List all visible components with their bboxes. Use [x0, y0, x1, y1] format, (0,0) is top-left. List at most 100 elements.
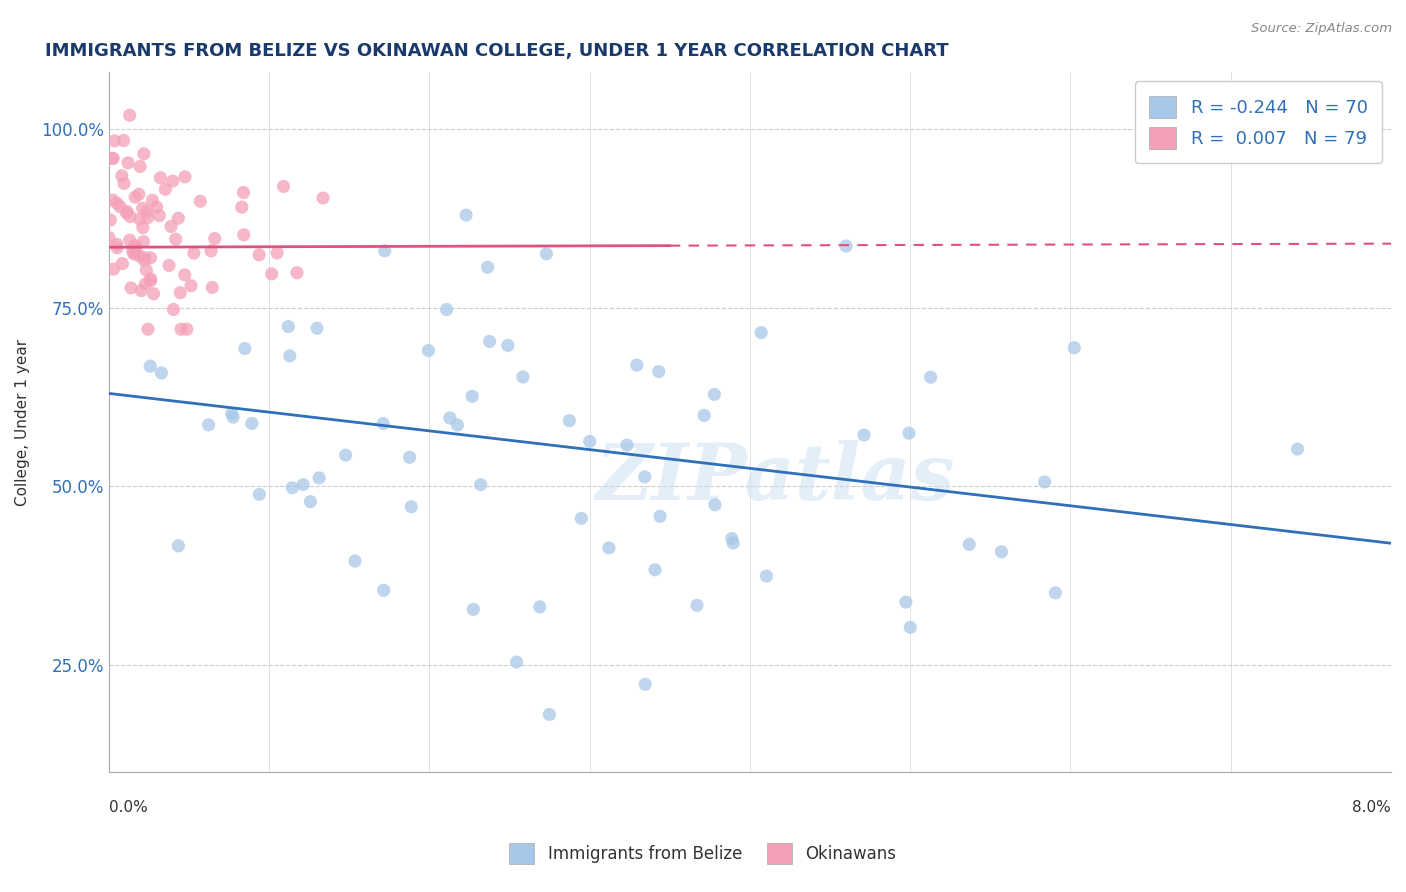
Point — [439, 411, 461, 425]
Point — [536, 247, 558, 261]
Text: 0.0%: 0.0% — [110, 800, 148, 815]
Point — [149, 170, 172, 185]
Text: ZIPatlas: ZIPatlas — [596, 440, 955, 516]
Point — [446, 417, 468, 432]
Point — [299, 494, 322, 508]
Point — [898, 620, 921, 634]
Point — [505, 655, 527, 669]
Point — [124, 247, 146, 261]
Point — [496, 338, 519, 352]
Point — [132, 220, 155, 235]
Point — [117, 156, 139, 170]
Point — [142, 286, 165, 301]
Point — [108, 200, 131, 214]
Point — [512, 370, 534, 384]
Point — [141, 194, 163, 208]
Point — [124, 238, 146, 252]
Point — [990, 545, 1012, 559]
Point — [477, 260, 499, 275]
Point — [266, 246, 288, 260]
Point — [273, 179, 295, 194]
Point — [454, 208, 477, 222]
Point — [957, 537, 980, 551]
Point — [232, 227, 254, 242]
Point — [162, 174, 184, 188]
Point — [139, 271, 162, 285]
Point — [401, 500, 423, 514]
Point — [128, 187, 150, 202]
Y-axis label: College, Under 1 year: College, Under 1 year — [15, 338, 30, 506]
Point — [134, 253, 156, 268]
Point — [111, 257, 134, 271]
Point — [128, 212, 150, 227]
Point — [247, 248, 270, 262]
Point — [139, 359, 162, 374]
Point — [749, 326, 772, 340]
Point — [278, 349, 301, 363]
Point — [292, 477, 315, 491]
Point — [131, 284, 153, 298]
Point — [121, 243, 143, 257]
Point — [128, 249, 150, 263]
Point — [285, 266, 308, 280]
Point — [373, 583, 395, 598]
Point — [835, 239, 858, 253]
Point — [162, 302, 184, 317]
Legend: Immigrants from Belize, Okinawans: Immigrants from Belize, Okinawans — [503, 837, 903, 871]
Point — [105, 241, 128, 255]
Point — [461, 389, 484, 403]
Point — [160, 219, 183, 234]
Point — [436, 302, 458, 317]
Point — [260, 267, 283, 281]
Point — [180, 278, 202, 293]
Point — [139, 274, 162, 288]
Point — [155, 182, 177, 196]
Point — [222, 410, 245, 425]
Point — [231, 200, 253, 214]
Point — [118, 108, 141, 122]
Point — [173, 268, 195, 282]
Point — [101, 151, 124, 165]
Text: 8.0%: 8.0% — [1353, 800, 1391, 815]
Point — [132, 146, 155, 161]
Point — [308, 471, 330, 485]
Point — [135, 204, 157, 219]
Point — [647, 365, 669, 379]
Point — [136, 322, 159, 336]
Point — [721, 536, 744, 550]
Point — [240, 417, 263, 431]
Point — [134, 277, 156, 291]
Point — [704, 498, 727, 512]
Text: IMMIGRANTS FROM BELIZE VS OKINAWAN COLLEGE, UNDER 1 YEAR CORRELATION CHART: IMMIGRANTS FROM BELIZE VS OKINAWAN COLLE… — [45, 42, 949, 60]
Point — [150, 366, 173, 380]
Point — [720, 532, 742, 546]
Point — [135, 263, 157, 277]
Point — [145, 200, 167, 214]
Point — [538, 707, 561, 722]
Point — [233, 342, 256, 356]
Point — [703, 387, 725, 401]
Point — [101, 152, 124, 166]
Text: Source: ZipAtlas.com: Source: ZipAtlas.com — [1251, 22, 1392, 36]
Point — [343, 554, 366, 568]
Point — [169, 285, 191, 300]
Point — [98, 230, 121, 244]
Point — [200, 244, 222, 258]
Point — [100, 213, 122, 227]
Point — [398, 450, 420, 465]
Point — [693, 409, 716, 423]
Point — [134, 251, 156, 265]
Point — [157, 259, 180, 273]
Point — [124, 190, 146, 204]
Point — [167, 211, 190, 226]
Point — [103, 134, 125, 148]
Point — [634, 677, 657, 691]
Point — [148, 209, 170, 223]
Point — [125, 240, 148, 254]
Point — [197, 417, 219, 432]
Point — [201, 280, 224, 294]
Point — [558, 414, 581, 428]
Point — [470, 477, 492, 491]
Point — [374, 244, 396, 258]
Point — [312, 191, 335, 205]
